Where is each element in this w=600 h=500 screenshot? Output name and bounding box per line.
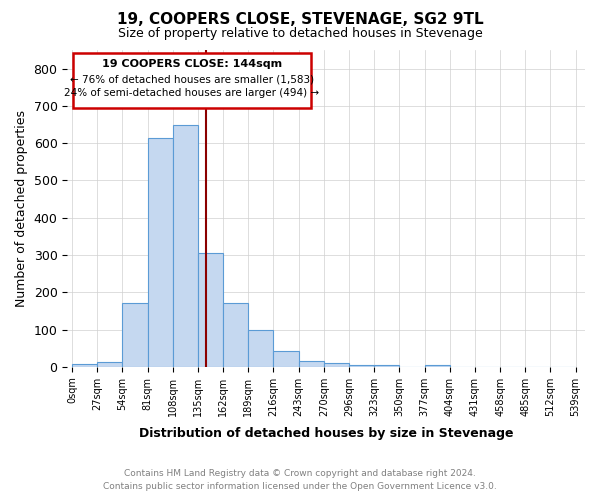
Bar xyxy=(299,361,324,367)
Bar xyxy=(223,304,248,367)
Text: Size of property relative to detached houses in Stevenage: Size of property relative to detached ho… xyxy=(118,28,482,40)
Text: 24% of semi-detached houses are larger (494) →: 24% of semi-detached houses are larger (… xyxy=(64,88,319,98)
Bar xyxy=(274,351,299,367)
Bar xyxy=(122,304,148,367)
X-axis label: Distribution of detached houses by size in Stevenage: Distribution of detached houses by size … xyxy=(139,427,514,440)
Bar xyxy=(97,362,122,367)
Text: Contains HM Land Registry data © Crown copyright and database right 2024.
Contai: Contains HM Land Registry data © Crown c… xyxy=(103,469,497,491)
Text: 19 COOPERS CLOSE: 144sqm: 19 COOPERS CLOSE: 144sqm xyxy=(102,60,282,70)
Text: ← 76% of detached houses are smaller (1,583): ← 76% of detached houses are smaller (1,… xyxy=(70,74,314,84)
Text: 19, COOPERS CLOSE, STEVENAGE, SG2 9TL: 19, COOPERS CLOSE, STEVENAGE, SG2 9TL xyxy=(116,12,484,28)
Bar xyxy=(349,365,374,367)
Bar xyxy=(198,253,223,367)
Bar xyxy=(374,366,400,367)
Bar xyxy=(148,138,173,367)
Bar xyxy=(324,363,349,367)
Y-axis label: Number of detached properties: Number of detached properties xyxy=(15,110,28,307)
Bar xyxy=(425,364,450,367)
Bar xyxy=(248,330,274,367)
FancyBboxPatch shape xyxy=(73,52,311,108)
Bar xyxy=(72,364,97,367)
Bar xyxy=(173,124,198,367)
